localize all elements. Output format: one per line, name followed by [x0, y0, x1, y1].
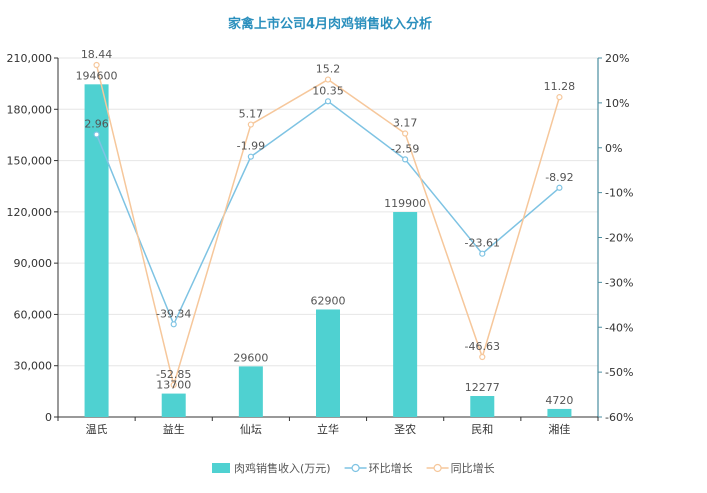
line-value-label: -23.61 [465, 237, 500, 250]
right-tick-label: -40% [605, 321, 633, 334]
x-tick-label: 仙坛 [240, 423, 262, 436]
line-point [247, 153, 254, 160]
right-tick-label: 0% [605, 142, 622, 155]
x-tick-label: 民和 [471, 423, 493, 436]
series-line [95, 100, 560, 327]
line-point [556, 94, 563, 101]
left-tick-label: 30,000 [14, 360, 53, 373]
right-tick-label: -50% [605, 366, 633, 379]
grid-lines [58, 57, 598, 367]
bar [470, 396, 495, 417]
bar-series [84, 84, 572, 418]
right-tick-label: 10% [605, 97, 629, 110]
legend-label: 肉鸡销售收入(万元) [234, 461, 331, 475]
line-point [479, 250, 486, 257]
line-value-label: 10.35 [312, 84, 344, 97]
legend-label: 同比增长 [451, 461, 495, 475]
bar-value-label: 194600 [76, 69, 118, 82]
axes: 0 30,000 60,000 90,000 120,000 150,000 180,000… [7, 52, 634, 436]
line-point [402, 156, 409, 163]
legend-marker [351, 463, 360, 473]
bar-value-label: 12277 [465, 381, 500, 394]
x-tick-label: 立华 [317, 422, 339, 436]
line-value-label: -8.92 [545, 171, 573, 184]
line-point [93, 131, 100, 138]
right-tick-label: 20% [605, 52, 629, 65]
bar [161, 393, 186, 417]
right-tick-label: -10% [605, 187, 633, 200]
x-tick-label: 圣农 [394, 422, 416, 436]
line-value-label: -39.34 [156, 307, 191, 320]
left-tick-label: 150,000 [7, 155, 53, 168]
left-tick-label: 120,000 [7, 206, 53, 219]
line-point [402, 130, 409, 137]
left-tick-label: 210,000 [7, 52, 53, 65]
line-point [170, 321, 177, 328]
line-point [93, 61, 100, 69]
data-labels: 194600 13700 29600 62900 119900 12277 4720 2.96… [76, 48, 576, 407]
line-point [247, 121, 254, 128]
bar-value-label: 4720 [545, 394, 573, 407]
bar-value-label: 13700 [156, 379, 191, 392]
bar [547, 408, 572, 417]
right-tick-label: -20% [605, 232, 633, 245]
right-tick-label: -60% [605, 411, 633, 424]
line-series [93, 61, 563, 389]
line-value-label: 5.17 [239, 108, 264, 121]
line-point [479, 353, 486, 361]
line-value-label: -46.63 [465, 340, 500, 353]
x-tick-label: 湘佳 [548, 422, 570, 436]
line-point [556, 184, 563, 191]
line-point [170, 381, 177, 389]
legend-marker [433, 463, 442, 473]
bar-value-label: 62900 [311, 294, 346, 307]
bar-value-label: 119900 [384, 197, 426, 210]
legend-swatch [212, 463, 230, 473]
bar [316, 309, 340, 417]
x-tick-label: 温氏 [86, 423, 108, 436]
legend-label: 环比增长 [369, 461, 413, 475]
legend[interactable]: 肉鸡销售收入(万元) 环比增长 同比增长 [212, 461, 495, 475]
line-value-label: 18.44 [81, 48, 113, 61]
legend-item[interactable]: 环比增长 [344, 461, 413, 475]
legend-item[interactable]: 同比增长 [426, 461, 495, 475]
left-tick-label: 180,000 [7, 103, 53, 116]
bar-value-label: 29600 [233, 351, 268, 364]
line-value-label: -1.99 [237, 140, 265, 153]
line-point [324, 98, 332, 105]
bar [393, 212, 418, 417]
line-value-label: 3.17 [393, 117, 418, 130]
bar [238, 366, 263, 417]
line-value-label: 11.28 [544, 80, 576, 93]
line-value-label: -2.59 [391, 142, 419, 155]
line-point [324, 76, 332, 83]
line-value-label: -52.85 [156, 368, 191, 381]
left-tick-label: 90,000 [14, 257, 53, 270]
chart-title: 家禽上市公司4月肉鸡销售收入分析 [228, 16, 432, 32]
x-tick-label: 益生 [163, 422, 185, 436]
right-tick-label: -30% [605, 276, 633, 289]
line-value-label: 15.2 [316, 63, 341, 76]
bar [84, 84, 109, 418]
left-tick-label: 60,000 [14, 308, 53, 321]
line-value-label: 2.96 [84, 117, 109, 130]
legend-item[interactable]: 肉鸡销售收入(万元) [212, 461, 331, 475]
left-tick-label: 0 [45, 411, 52, 424]
